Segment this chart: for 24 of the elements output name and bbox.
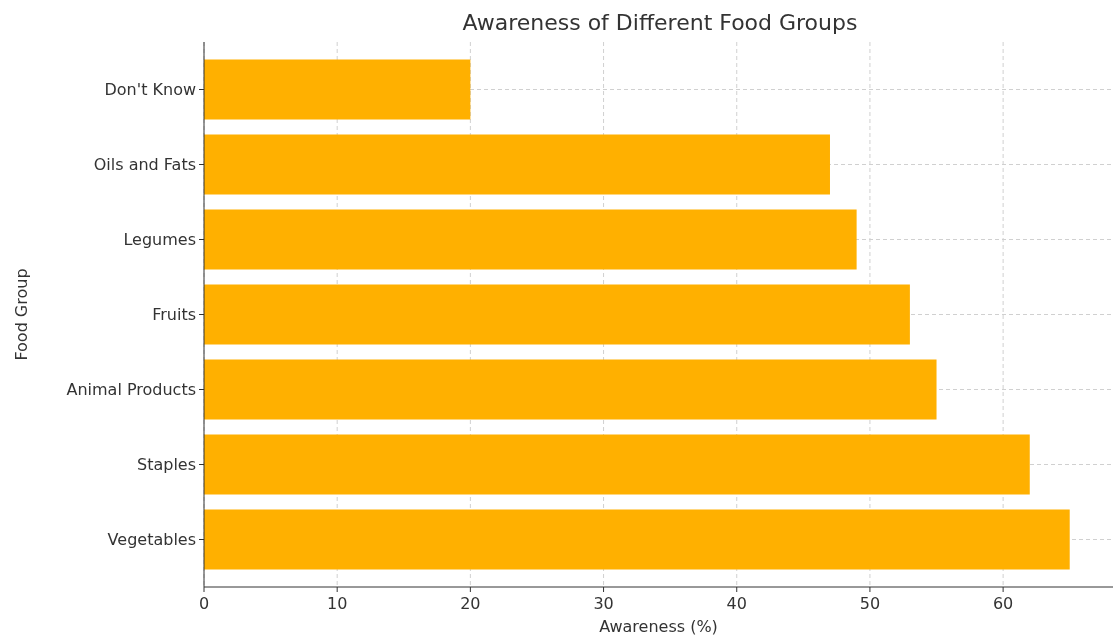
y-tick-label: Oils and Fats [93,155,196,175]
bar [204,509,1070,570]
chart-title: Awareness of Different Food Groups [462,10,858,35]
y-tick-label: Staples [136,455,196,475]
bar [204,59,471,120]
bar [204,359,937,420]
y-tick-label: Fruits [152,305,196,325]
x-tick-label: 30 [593,594,614,613]
y-tick-label: Animal Products [66,380,196,400]
x-tick-label: 50 [859,594,881,613]
x-tick-label: 10 [327,594,348,613]
bar [204,209,857,270]
y-tick-label: Vegetables [107,530,196,550]
x-tick-label: 40 [726,594,747,613]
y-tick-label: Don't Know [104,80,196,100]
y-tick-label: Legumes [123,230,196,250]
bar [204,434,1030,495]
x-tick-label: 0 [198,594,210,613]
bar [204,284,910,345]
x-tick-label: 20 [460,594,481,613]
bar [204,134,830,195]
y-axis-title: Food Group [12,268,31,361]
x-axis-title: Awareness (%) [599,617,718,636]
x-tick-label: 60 [992,594,1014,613]
